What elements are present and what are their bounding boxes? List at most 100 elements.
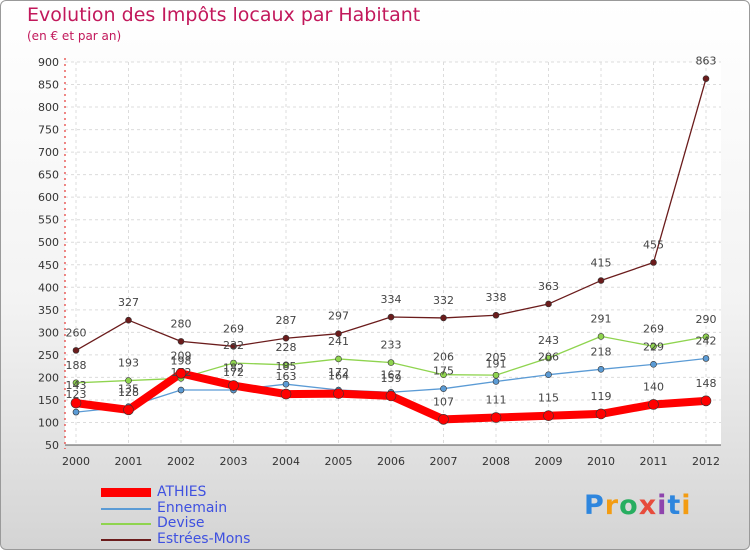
data-point-estr-es-mons <box>282 334 290 342</box>
legend-label-devise: Devise <box>157 515 205 531</box>
x-tick-label: 2005 <box>325 455 353 468</box>
x-tick-label: 2006 <box>377 455 405 468</box>
data-point-estr-es-mons <box>230 343 237 350</box>
data-point-ennemain <box>177 386 185 394</box>
data-point-athies <box>543 410 554 422</box>
data-point-ennemain <box>702 355 710 362</box>
y-tick-label: 700 <box>38 146 59 159</box>
data-point-estr-es-mons <box>440 314 447 322</box>
data-point-devise <box>230 359 237 367</box>
data-point-athies <box>228 380 239 391</box>
data-label-estr-es-mons: 327 <box>118 296 139 309</box>
data-label-athies: 163 <box>276 370 297 383</box>
data-label-estr-es-mons: 280 <box>171 317 192 330</box>
y-tick-label: 550 <box>38 214 59 227</box>
data-label-athies: 107 <box>433 395 454 408</box>
legend-swatch-athies <box>101 488 151 497</box>
x-tick-label: 2007 <box>430 455 458 468</box>
data-label-ennemain: 175 <box>433 365 454 378</box>
data-point-athies <box>700 395 712 407</box>
data-label-devise: 241 <box>328 335 349 348</box>
data-label-ennemain: 206 <box>538 351 559 364</box>
data-point-estr-es-mons <box>492 311 500 319</box>
y-tick-label: 50 <box>45 439 59 452</box>
data-label-ennemain: 185 <box>276 360 297 373</box>
data-label-estr-es-mons: 363 <box>538 280 559 293</box>
chart-subtitle: (en € et par an) <box>27 29 122 43</box>
y-tick-label: 300 <box>38 326 59 339</box>
data-label-ennemain: 172 <box>328 366 349 379</box>
y-tick-label: 750 <box>38 124 59 137</box>
legend-swatch-estrees-mons <box>101 538 151 541</box>
data-label-athies: 111 <box>486 394 507 407</box>
x-tick-label: 2010 <box>587 455 615 468</box>
data-point-ennemain <box>492 378 500 385</box>
data-point-ennemain <box>282 380 290 388</box>
x-tick-label: 2003 <box>220 455 248 468</box>
y-tick-label: 900 <box>38 56 59 69</box>
data-point-ennemain <box>545 371 552 379</box>
legend-swatch-devise <box>101 523 151 525</box>
data-point-estr-es-mons <box>702 75 710 82</box>
data-point-ennemain <box>650 361 657 368</box>
data-point-devise <box>702 333 710 341</box>
data-point-devise <box>125 377 132 384</box>
x-tick-label: 2002 <box>167 455 195 468</box>
x-tick-label: 2012 <box>692 455 720 468</box>
data-label-estr-es-mons: 338 <box>486 291 507 304</box>
data-label-estr-es-mons: 332 <box>433 294 454 307</box>
data-label-athies: 119 <box>591 390 612 403</box>
data-label-ennemain: 191 <box>486 357 507 370</box>
data-label-ennemain: 172 <box>223 366 244 379</box>
data-point-athies <box>648 399 659 410</box>
data-point-estr-es-mons <box>72 347 80 354</box>
legend-swatch-ennemain <box>101 507 151 510</box>
data-point-athies <box>595 408 607 420</box>
data-label-devise: 290 <box>696 313 717 326</box>
data-point-athies <box>438 414 449 425</box>
data-label-estr-es-mons: 269 <box>223 322 244 335</box>
data-point-estr-es-mons <box>125 316 132 324</box>
data-label-devise: 205 <box>486 351 507 364</box>
data-label-ennemain: 218 <box>591 345 612 358</box>
x-tick-label: 2001 <box>115 455 143 468</box>
data-label-estr-es-mons: 260 <box>66 326 87 339</box>
data-label-athies: 115 <box>538 392 559 405</box>
y-tick-label: 450 <box>38 259 59 272</box>
data-label-estr-es-mons: 297 <box>328 310 349 323</box>
data-label-athies: 209 <box>171 349 192 362</box>
x-tick-label: 2011 <box>640 455 668 468</box>
data-label-devise: 232 <box>223 339 244 352</box>
data-point-athies <box>385 390 397 402</box>
x-tick-label: 2000 <box>62 455 90 468</box>
data-point-estr-es-mons <box>177 338 185 345</box>
data-label-ennemain: 167 <box>381 368 402 381</box>
data-label-ennemain: 123 <box>66 388 87 401</box>
y-tick-label: 650 <box>38 169 59 182</box>
y-tick-label: 150 <box>38 394 59 407</box>
data-label-athies: 159 <box>381 372 402 385</box>
data-label-devise: 291 <box>591 312 612 325</box>
data-point-estr-es-mons <box>545 300 552 308</box>
data-label-devise: 193 <box>118 357 139 370</box>
x-tick-label: 2009 <box>535 455 563 468</box>
data-point-devise <box>335 355 342 363</box>
data-point-devise <box>492 371 500 379</box>
x-tick-label: 2004 <box>272 455 300 468</box>
data-point-estr-es-mons <box>597 277 605 284</box>
proxiti-logo: Proxiti <box>584 490 692 521</box>
data-label-estr-es-mons: 863 <box>696 55 717 68</box>
y-tick-label: 850 <box>38 79 59 92</box>
data-label-estr-es-mons: 455 <box>643 239 664 252</box>
data-point-athies <box>490 412 502 423</box>
data-point-devise <box>545 354 552 362</box>
data-point-athies <box>333 388 344 399</box>
data-label-ennemain: 135 <box>118 383 139 396</box>
data-point-ennemain <box>597 366 605 373</box>
data-label-athies: 143 <box>66 379 87 392</box>
data-point-devise <box>597 333 605 340</box>
y-tick-label: 500 <box>38 236 59 249</box>
data-point-ennemain <box>72 408 80 416</box>
